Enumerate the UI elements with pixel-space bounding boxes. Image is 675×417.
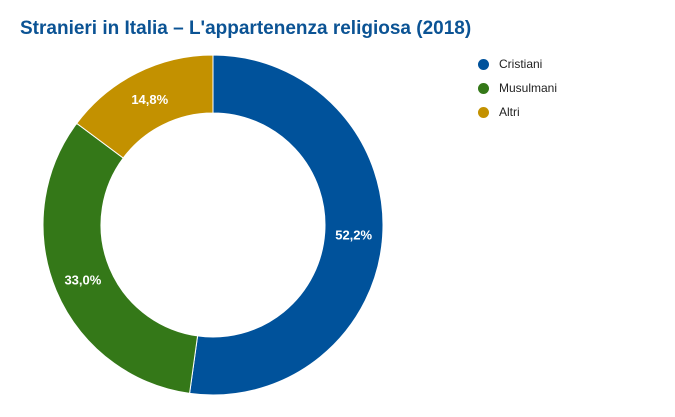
chart-title: Stranieri in Italia – L'appartenenza rel… bbox=[20, 18, 472, 39]
slice-label-cristiani: 52,2% bbox=[335, 228, 372, 243]
legend-swatch-musulmani bbox=[478, 82, 489, 94]
slice-label-altri: 14,8% bbox=[131, 92, 168, 107]
legend-label-cristiani: Cristiani bbox=[499, 57, 543, 71]
legend-swatch-cristiani bbox=[478, 58, 489, 70]
slice-cristiani[interactable] bbox=[189, 54, 384, 396]
legend-item-musulmani[interactable]: Musulmani bbox=[478, 76, 557, 100]
legend-label-altri: Altri bbox=[499, 105, 520, 119]
slice-altri[interactable] bbox=[76, 54, 214, 159]
legend-item-cristiani[interactable]: Cristiani bbox=[478, 52, 557, 76]
legend: Cristiani Musulmani Altri bbox=[478, 52, 557, 124]
slice-label-musulmani: 33,0% bbox=[64, 272, 101, 287]
legend-item-altri[interactable]: Altri bbox=[478, 100, 557, 124]
slice-musulmani[interactable] bbox=[42, 122, 199, 394]
legend-label-musulmani: Musulmani bbox=[499, 81, 558, 95]
legend-swatch-altri bbox=[478, 106, 489, 118]
